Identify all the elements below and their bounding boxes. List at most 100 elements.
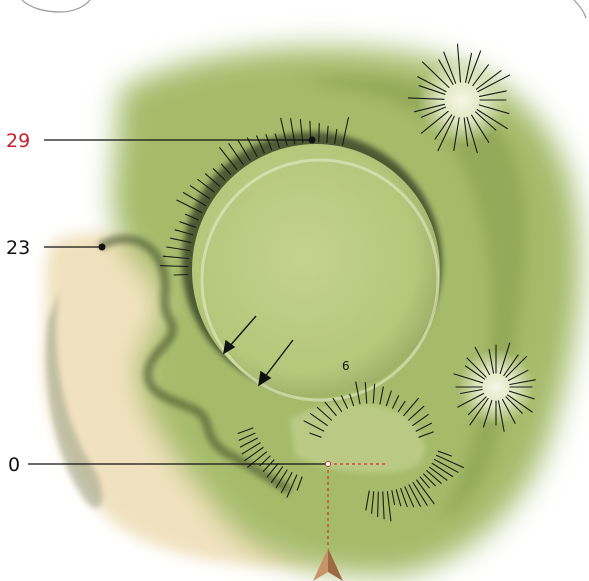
hachure-stroke <box>392 395 400 409</box>
hachure-stroke <box>472 64 489 87</box>
hachure-stroke <box>453 373 484 384</box>
hachure-stroke <box>391 490 396 506</box>
hachure-stroke <box>364 382 368 404</box>
hachure-stroke <box>414 103 446 113</box>
hachure-stroke <box>212 168 226 181</box>
hachure-stroke <box>400 487 408 508</box>
hachure-stroke <box>184 213 199 221</box>
hachure-stroke <box>463 117 469 147</box>
hachure-stroke <box>475 70 502 90</box>
inner-crater-label: 6 <box>342 359 350 373</box>
hachure-stroke <box>460 388 483 395</box>
hachure-stroke <box>299 119 304 144</box>
position-marker <box>327 463 388 548</box>
hachure-stroke <box>476 109 508 130</box>
hachure-stroke <box>332 398 343 413</box>
hachure-stroke <box>371 491 375 514</box>
hachure-stroke <box>508 390 535 400</box>
hachure-stroke <box>469 397 489 426</box>
hachure-stroke <box>379 386 384 405</box>
hachure-stroke <box>499 342 511 375</box>
hachure-stroke <box>303 420 325 432</box>
hachure-stroke <box>443 51 457 84</box>
hachure-stroke <box>412 481 428 506</box>
hachure-stroke <box>296 476 303 491</box>
hachure-stroke <box>407 97 445 100</box>
hachure-stroke <box>437 115 455 152</box>
contour-label-ridge: 23 <box>6 237 30 259</box>
hachure-stroke <box>247 451 268 468</box>
hachure-stroke <box>275 469 288 489</box>
edge-circle-left <box>21 0 91 13</box>
hachure-stroke <box>385 390 392 407</box>
hachures-dome-lower <box>453 342 536 432</box>
hachure-stroke <box>474 346 491 376</box>
hachure-stroke <box>421 61 450 89</box>
hachure-stroke <box>228 143 244 166</box>
hachure-stroke <box>471 114 490 143</box>
marker-point <box>325 461 331 467</box>
flow-arrow <box>258 339 294 387</box>
summit-point <box>308 136 316 144</box>
hachures-dome-upper <box>407 43 511 154</box>
hachure-stroke <box>488 349 495 374</box>
hachure-stroke <box>464 365 486 380</box>
flow-arrows <box>223 315 294 387</box>
ridge-point <box>98 243 106 251</box>
hachure-stroke <box>365 490 370 511</box>
hachure-stroke <box>509 379 536 386</box>
rocky-edge <box>97 234 293 495</box>
hachure-stroke <box>162 255 190 260</box>
hachure-stroke <box>265 134 273 151</box>
hachure-stroke <box>377 491 379 517</box>
hachure-stroke <box>382 491 385 520</box>
hachure-stroke <box>408 484 421 507</box>
hachure-stroke <box>219 147 238 170</box>
hachure-stroke <box>244 446 264 462</box>
hachure-stroke <box>237 139 251 161</box>
flow-arrow <box>223 315 257 355</box>
hachure-stroke <box>286 474 298 498</box>
hachure-stroke <box>309 413 328 426</box>
hachure-stroke <box>420 110 449 134</box>
hachure-stroke <box>403 397 419 417</box>
hachures-base <box>237 427 464 522</box>
hachure-stroke <box>497 400 505 432</box>
hachure-stroke <box>466 357 487 378</box>
hachure-stroke <box>501 398 516 424</box>
hachure-stroke <box>246 137 258 157</box>
hachure-stroke <box>423 473 436 487</box>
hachure-stroke <box>418 85 446 95</box>
hachure-stroke <box>176 199 203 214</box>
hachure-stroke <box>280 117 288 146</box>
hachure-stroke <box>506 394 533 413</box>
hachure-stroke <box>419 476 430 489</box>
hachure-stroke <box>220 163 232 176</box>
hachure-stroke <box>482 399 493 428</box>
hachure-stroke <box>256 135 265 154</box>
edge-circle-right <box>573 0 587 19</box>
hachure-stroke <box>324 401 337 417</box>
hachure-stroke <box>397 400 406 413</box>
hachure-stroke <box>418 431 434 438</box>
hachure-stroke <box>505 396 523 414</box>
hachure-stroke <box>166 246 191 252</box>
hachure-stroke <box>467 396 487 416</box>
hachure-stroke <box>466 116 478 154</box>
hachure-stroke <box>503 354 519 377</box>
hachure-stroke <box>174 229 194 236</box>
hachure-stroke <box>507 369 529 382</box>
hachure-stroke <box>408 405 425 421</box>
hachure-stroke <box>197 178 215 193</box>
hachure-stroke <box>456 43 462 83</box>
hachure-stroke <box>237 427 254 434</box>
hachure-stroke <box>159 265 189 268</box>
hachure-stroke <box>355 381 361 405</box>
hachure-stroke <box>420 106 446 118</box>
contour-label-base: 0 <box>8 454 20 476</box>
hachure-stroke <box>435 454 464 469</box>
leader-lines <box>28 139 328 465</box>
hachure-stroke <box>438 59 454 85</box>
hachure-stroke <box>241 442 261 455</box>
